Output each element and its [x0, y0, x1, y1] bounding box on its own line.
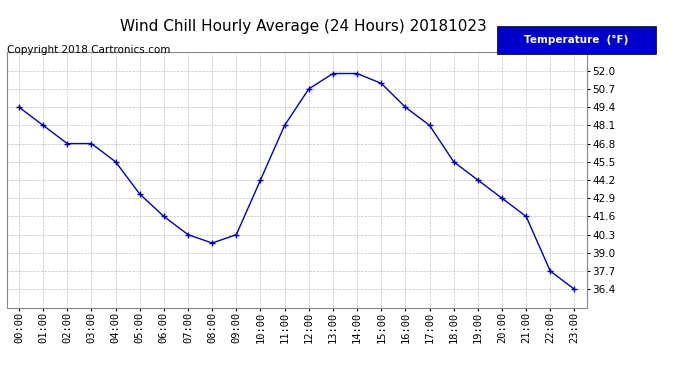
Text: Temperature  (°F): Temperature (°F) [524, 35, 629, 45]
Text: Wind Chill Hourly Average (24 Hours) 20181023: Wind Chill Hourly Average (24 Hours) 201… [120, 19, 487, 34]
Text: Copyright 2018 Cartronics.com: Copyright 2018 Cartronics.com [7, 45, 170, 55]
